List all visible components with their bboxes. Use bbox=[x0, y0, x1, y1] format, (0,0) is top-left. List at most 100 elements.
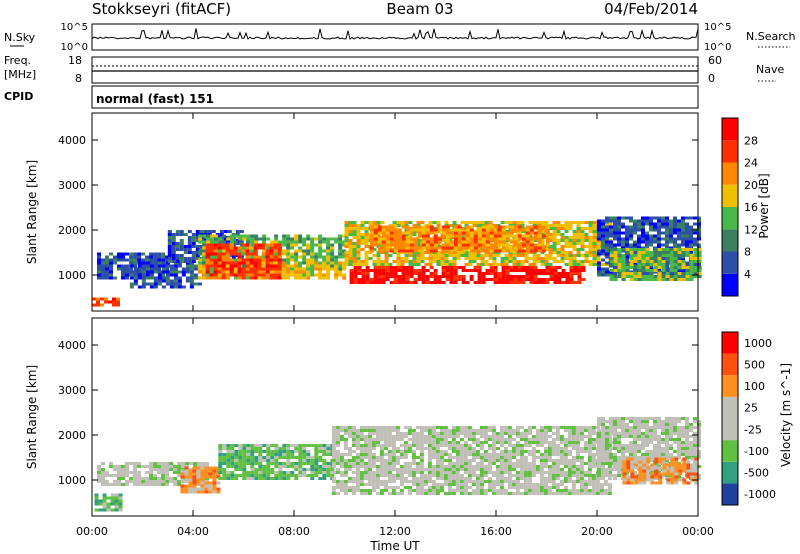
heatmap-cell bbox=[461, 281, 466, 284]
heatmap-cell bbox=[314, 471, 319, 474]
heatmap-cell bbox=[204, 472, 209, 476]
heatmap-cell bbox=[572, 242, 577, 245]
heatmap-cell bbox=[383, 444, 388, 447]
heatmap-cell bbox=[373, 269, 378, 272]
heatmap-cell bbox=[637, 237, 641, 241]
heatmap-cell bbox=[334, 258, 339, 262]
heatmap-cell bbox=[391, 453, 396, 456]
heatmap-cell bbox=[419, 438, 424, 441]
heatmap-cell bbox=[580, 248, 585, 251]
heatmap-cell bbox=[273, 267, 278, 271]
heatmap-cell bbox=[657, 216, 661, 220]
heatmap-cell bbox=[373, 266, 378, 269]
heatmap-cell bbox=[555, 486, 560, 489]
heatmap-cell bbox=[254, 471, 259, 474]
heatmap-cell bbox=[563, 477, 568, 480]
heatmap-cell bbox=[441, 269, 446, 272]
heatmap-cell bbox=[543, 432, 548, 435]
heatmap-cell bbox=[407, 429, 412, 432]
heatmap-cell bbox=[417, 228, 422, 232]
heatmap-cell bbox=[137, 264, 142, 268]
heatmap-cell bbox=[563, 471, 568, 474]
heatmap-cell bbox=[364, 263, 369, 266]
heatmap-cell bbox=[457, 278, 462, 281]
heatmap-cell bbox=[234, 450, 239, 453]
heatmap-cell bbox=[564, 245, 569, 248]
heatmap-cell bbox=[697, 269, 702, 272]
heatmap-cell bbox=[310, 264, 315, 268]
heatmap-cell bbox=[419, 465, 424, 468]
heatmap-cell bbox=[483, 435, 488, 438]
heatmap-cell bbox=[469, 246, 474, 250]
heatmap-cell bbox=[101, 276, 105, 280]
heatmap-cell bbox=[459, 444, 464, 447]
heatmap-cell bbox=[697, 260, 702, 263]
heatmap-cell bbox=[286, 237, 291, 241]
heatmap-cell bbox=[468, 254, 473, 257]
heatmap-cell bbox=[445, 243, 450, 247]
heatmap-cell bbox=[214, 237, 219, 241]
heatmap-cell bbox=[290, 270, 295, 274]
heatmap-cell bbox=[535, 432, 540, 435]
heatmap-cell bbox=[258, 459, 263, 462]
heatmap-cell bbox=[401, 249, 406, 253]
heatmap-cell bbox=[697, 228, 701, 232]
heatmap-cell bbox=[433, 228, 438, 232]
heatmap-cell bbox=[427, 444, 432, 447]
heatmap-cell bbox=[334, 240, 339, 244]
heatmap-cell bbox=[294, 258, 299, 262]
heatmap-cell bbox=[601, 240, 605, 244]
heatmap-cell bbox=[141, 258, 146, 262]
heatmap-cell bbox=[376, 254, 381, 257]
heatmap-cell bbox=[540, 263, 545, 266]
heatmap-cell bbox=[242, 447, 247, 450]
heatmap-cell bbox=[254, 450, 259, 453]
heatmap-cell bbox=[157, 279, 162, 283]
heatmap-cell bbox=[447, 447, 452, 450]
heatmap-cell bbox=[625, 269, 630, 272]
colorbar-swatch bbox=[722, 140, 738, 163]
heatmap-cell bbox=[503, 450, 508, 453]
heatmap-cell bbox=[427, 459, 432, 462]
heatmap-cell bbox=[457, 237, 462, 241]
heatmap-cell bbox=[338, 249, 343, 253]
heatmap-cell bbox=[689, 272, 694, 275]
heatmap-cell bbox=[393, 243, 398, 247]
heatmap-cell bbox=[298, 465, 303, 468]
heatmap-cell bbox=[153, 480, 158, 483]
heatmap-cell bbox=[560, 260, 565, 263]
heatmap-cell bbox=[137, 471, 142, 474]
heatmap-cell bbox=[487, 456, 492, 459]
heatmap-cell bbox=[440, 254, 445, 257]
heatmap-cell bbox=[641, 263, 646, 266]
heatmap-cell bbox=[318, 477, 323, 480]
heatmap-cell bbox=[673, 251, 678, 254]
heatmap-cell bbox=[355, 459, 360, 462]
heatmap-cell bbox=[465, 228, 470, 232]
heatmap-cell bbox=[661, 275, 666, 278]
heatmap-cell bbox=[379, 450, 384, 453]
heatmap-cell bbox=[334, 270, 339, 274]
heatmap-cell bbox=[352, 230, 357, 233]
heatmap-cell bbox=[403, 447, 408, 450]
heatmap-cell bbox=[270, 453, 275, 456]
heatmap-cell bbox=[415, 441, 420, 444]
heatmap-cell bbox=[379, 447, 384, 450]
heatmap-cell bbox=[302, 456, 307, 459]
heatmap-cell bbox=[451, 435, 456, 438]
heatmap-cell bbox=[485, 246, 490, 250]
heatmap-cell bbox=[360, 263, 365, 266]
heatmap-cell bbox=[433, 269, 438, 272]
heatmap-cell bbox=[421, 281, 426, 284]
heatmap-cell bbox=[342, 264, 347, 268]
heatmap-cell bbox=[195, 251, 200, 254]
heatmap-cell bbox=[545, 228, 550, 232]
heatmap-cell bbox=[455, 465, 460, 468]
heatmap-cell bbox=[613, 219, 617, 223]
heatmap-cell bbox=[161, 468, 166, 471]
heatmap-cell bbox=[294, 276, 299, 280]
heatmap-cell bbox=[153, 282, 158, 286]
heatmap-cell bbox=[669, 254, 674, 257]
heatmap-cell bbox=[543, 441, 548, 444]
heatmap-cell bbox=[277, 243, 282, 247]
